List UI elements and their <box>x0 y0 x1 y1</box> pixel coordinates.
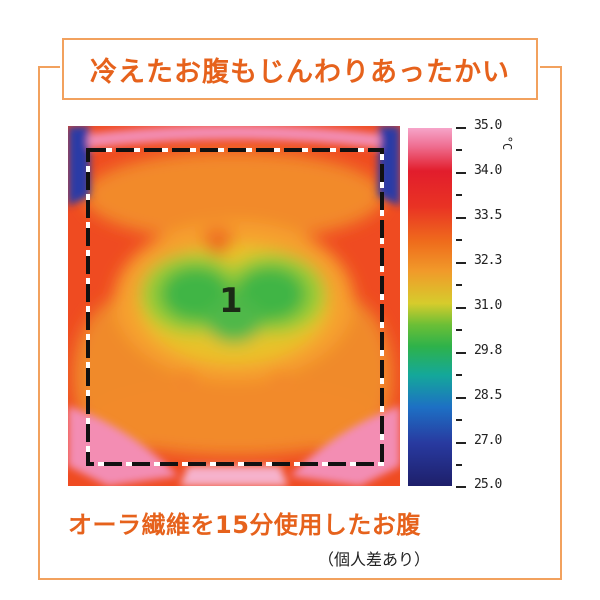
frame-top-left-segment <box>38 66 60 68</box>
scale-label: 34.0 <box>474 163 502 178</box>
scale-label: 25.0 <box>474 477 502 492</box>
scale-minor-tick <box>456 329 462 331</box>
scale-tick <box>456 486 466 488</box>
scale-unit-label: °C <box>500 135 515 151</box>
caption: オーラ繊維を15分使用したお腹 <box>68 511 421 539</box>
disclaimer-note: （個人差あり） <box>318 550 431 569</box>
outer-frame <box>38 66 562 580</box>
scale-minor-tick <box>456 464 462 466</box>
scale-label: 35.0 <box>474 118 502 133</box>
scale-minor-tick <box>456 194 462 196</box>
page-title: 冷えたお腹もじんわりあったかい <box>90 56 510 88</box>
scale-minor-tick <box>456 149 462 151</box>
region-label: 1 <box>219 281 243 321</box>
scale-tick <box>456 217 466 219</box>
scale-label: 29.8 <box>474 343 502 358</box>
color-scale-bar <box>408 128 452 486</box>
scale-tick <box>456 127 466 129</box>
thermal-image: 1 <box>68 126 400 486</box>
scale-minor-tick <box>456 284 462 286</box>
scale-label: 31.0 <box>474 298 502 313</box>
scale-minor-tick <box>456 419 462 421</box>
title-box: 冷えたお腹もじんわりあったかい <box>62 38 538 100</box>
scale-tick <box>456 307 466 309</box>
scale-tick <box>456 172 466 174</box>
scale-tick <box>456 442 466 444</box>
scale-minor-tick <box>456 239 462 241</box>
scale-label: 33.5 <box>474 208 502 223</box>
scale-tick <box>456 262 466 264</box>
frame-top-right-segment <box>540 66 562 68</box>
scale-label: 32.3 <box>474 253 502 268</box>
scale-minor-tick <box>456 374 462 376</box>
scale-label: 28.5 <box>474 388 502 403</box>
scale-tick <box>456 352 466 354</box>
scale-tick <box>456 397 466 399</box>
scale-label: 27.0 <box>474 433 502 448</box>
thermal-image-graphic <box>68 126 400 486</box>
